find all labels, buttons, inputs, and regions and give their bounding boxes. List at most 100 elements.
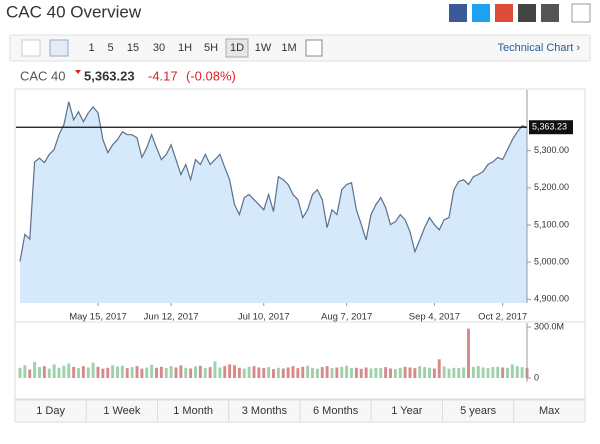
range-label[interactable]: 5 years [460,405,497,417]
range-tab[interactable] [513,399,586,423]
interval-button[interactable]: 1M [281,42,296,54]
volume-bar [257,367,261,378]
volume-bar [86,367,90,378]
volume-bar [354,367,358,378]
price-area [20,101,527,303]
y-tick-label: 5,000.00 [534,257,569,267]
facebook-icon[interactable] [449,4,467,22]
last-price-box [529,120,573,135]
interval-button[interactable]: 1W [255,42,272,54]
volume-bar [184,367,188,378]
volume-bar [67,363,71,378]
interval-button[interactable]: 5H [204,42,218,54]
volume-bar [476,366,480,378]
volume-bar [291,366,295,378]
volume-bar [198,365,202,378]
volume-bar [96,366,100,378]
volume-bar [452,367,456,378]
interval-button[interactable]: 5 [107,42,113,54]
volume-bar [169,366,173,378]
volume-bar [116,366,119,378]
volume-bar [262,368,266,378]
volume-bar [164,368,168,378]
volume-bar [130,367,134,378]
volume-bar [252,366,256,378]
volume-bar [155,367,158,378]
twitter-icon[interactable] [472,4,490,22]
interval-button[interactable]: 30 [153,42,165,54]
print-icon[interactable] [571,3,591,23]
range-label[interactable]: Max [539,405,560,417]
volume-bar [208,367,212,378]
volume-bar [272,369,275,378]
volume-bar [389,368,392,378]
interval-active [225,38,249,58]
interval-button[interactable]: 15 [127,42,139,54]
volume-bar [496,366,500,378]
range-label[interactable]: 1 Month [173,405,213,417]
volume-bar [384,367,388,378]
volume-bar [374,367,378,378]
volume-bar [506,367,509,378]
interval-button[interactable]: 1 [88,42,94,54]
volume-bar [306,365,310,378]
volume-bar [447,368,451,378]
y-tick-label: 4,900.00 [534,294,569,304]
volume-bar [515,366,519,378]
volume-bar [42,366,46,378]
volume-bar [467,328,470,378]
table-icon[interactable] [305,39,323,57]
volume-bar [62,365,66,378]
candle-icon[interactable] [21,39,41,57]
mail-icon[interactable] [541,4,559,22]
volume-bar [38,366,41,378]
range-label[interactable]: 1 Day [36,405,65,417]
volume-bar [442,366,446,378]
range-label[interactable]: 1 Year [391,405,423,417]
toolbar [9,34,591,62]
volume-bar [320,367,324,378]
volume-bar [72,366,76,378]
range-label[interactable]: 3 Months [242,405,288,417]
line-icon[interactable] [49,39,69,57]
volume-bar [315,368,319,378]
volume-bar [47,368,51,378]
volume-bar [510,364,514,378]
volume-bar [364,367,368,378]
volume-bar [52,364,56,378]
volume-bar [111,365,115,378]
volume-bar [276,367,280,378]
x-tick-label: Sep 4, 2017 [409,312,460,323]
technical-chart-link[interactable]: Technical Chart › [497,42,580,54]
volume-bar [159,366,163,378]
volume-bar [145,367,149,378]
volume-bar [423,367,427,378]
interval-button[interactable]: 1D [230,42,244,54]
volume-bar [296,368,300,378]
range-label[interactable]: 1 Week [103,405,141,417]
volume-bar [301,366,305,378]
y-tick-label: 5,300.00 [534,145,569,155]
volume-bar [345,365,349,378]
y-tick-label: 5,100.00 [534,219,569,229]
volume-bar [57,367,61,378]
price-line [19,101,528,262]
range-label[interactable]: 6 Months [313,405,359,417]
volume-bar [223,366,227,378]
volume-bar [340,366,344,378]
volume-bar [228,364,232,378]
volume-bar [77,368,80,378]
volume-bar [267,367,271,378]
quote-price: 5,363.23 [84,68,135,83]
last-price-label: 5,363.23 [532,122,567,132]
y2-tick-label: 0 [534,372,539,382]
y2-tick-label: 300.0M [534,321,564,331]
volume-bar [81,366,85,378]
google-icon[interactable] [495,4,513,22]
stocktwits-icon[interactable] [518,4,536,22]
interval-button[interactable]: 1H [178,42,192,54]
volume-bar [408,367,412,378]
volume-bar [501,367,505,378]
volume-bar [213,361,217,378]
